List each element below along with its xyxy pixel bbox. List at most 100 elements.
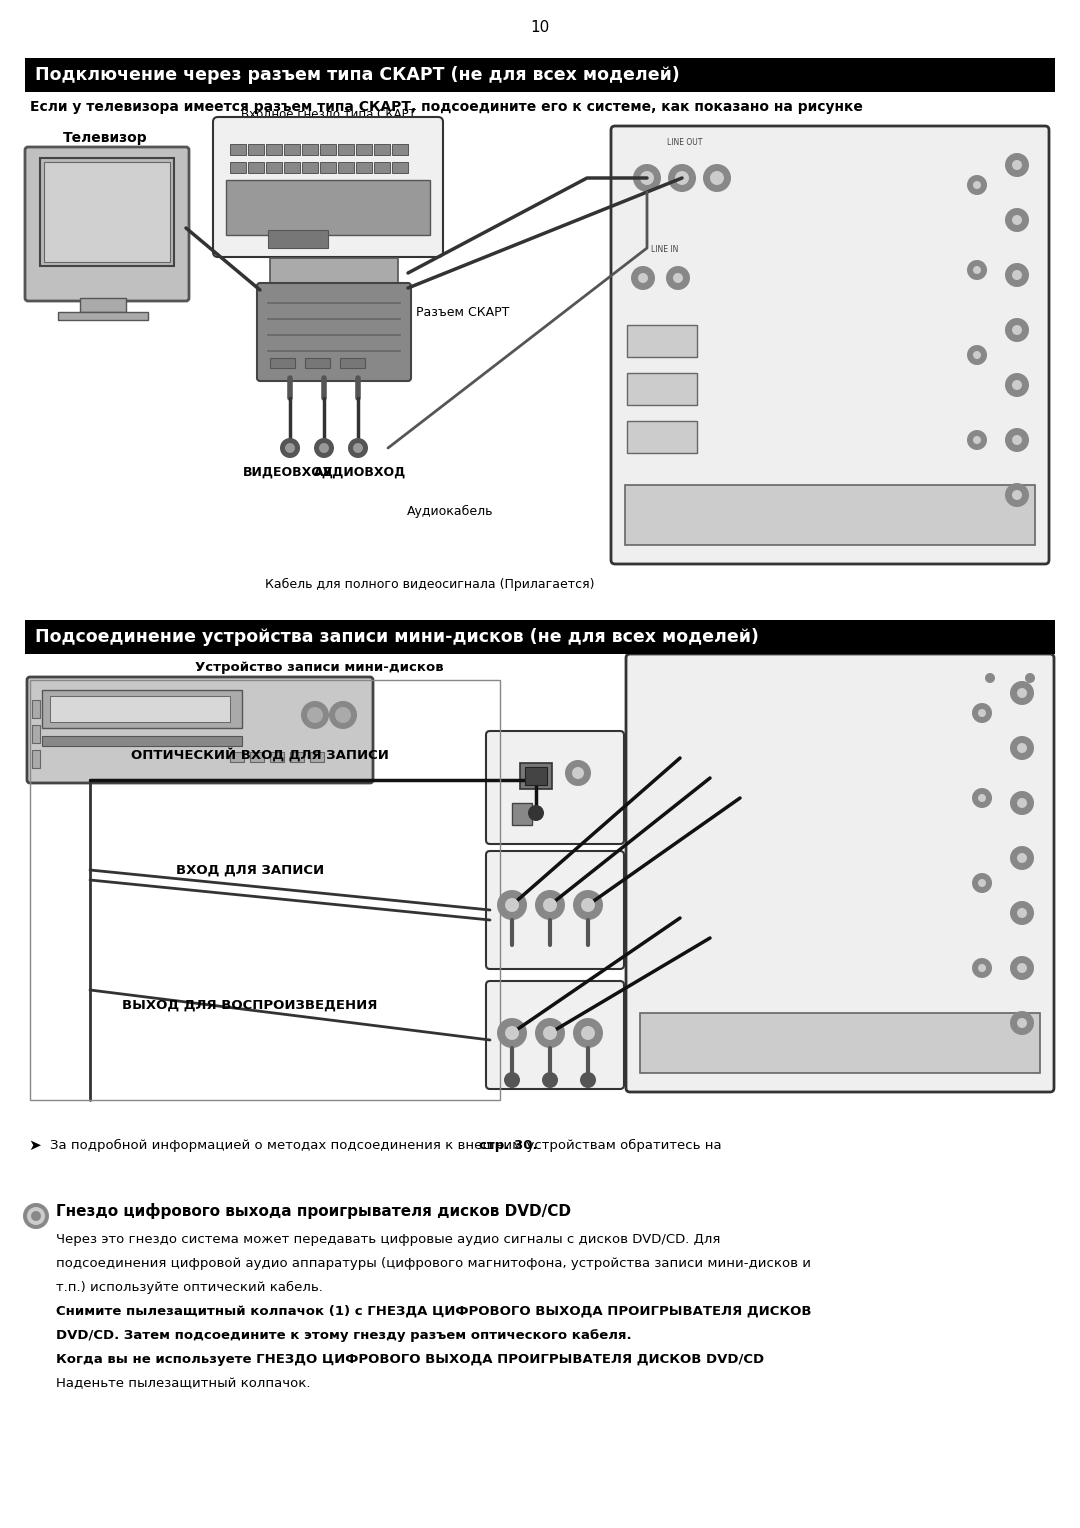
Circle shape xyxy=(978,795,986,802)
Bar xyxy=(320,144,336,154)
Circle shape xyxy=(31,1212,41,1221)
Bar xyxy=(50,695,230,723)
Circle shape xyxy=(319,443,329,452)
Bar xyxy=(230,162,246,173)
Circle shape xyxy=(1012,325,1022,335)
Circle shape xyxy=(985,672,995,683)
Circle shape xyxy=(703,163,731,193)
Bar xyxy=(310,752,324,762)
Bar xyxy=(230,752,244,762)
Circle shape xyxy=(1017,908,1027,918)
Bar xyxy=(42,736,242,746)
Circle shape xyxy=(528,805,544,821)
Circle shape xyxy=(580,1073,596,1088)
Circle shape xyxy=(1012,270,1022,280)
FancyBboxPatch shape xyxy=(486,981,624,1089)
Text: Подсоединение устройства записи мини-дисков (не для всех моделей): Подсоединение устройства записи мини-дис… xyxy=(35,628,759,646)
Circle shape xyxy=(1017,688,1027,698)
Circle shape xyxy=(1012,215,1022,225)
Bar xyxy=(627,422,697,452)
Circle shape xyxy=(1010,736,1034,759)
Bar xyxy=(30,680,500,1100)
Bar xyxy=(270,752,284,762)
Circle shape xyxy=(669,163,696,193)
Bar xyxy=(356,144,372,154)
Bar xyxy=(226,180,430,235)
Bar xyxy=(32,700,40,718)
Circle shape xyxy=(1005,318,1029,342)
Bar xyxy=(302,162,318,173)
Circle shape xyxy=(1010,902,1034,924)
Circle shape xyxy=(640,171,654,185)
Bar xyxy=(291,752,303,762)
Circle shape xyxy=(497,1018,527,1048)
Text: Когда вы не используете ГНЕЗДО ЦИФРОВОГО ВЫХОДА ПРОИГРЫВАТЕЛЯ ДИСКОВ DVD/CD: Когда вы не используете ГНЕЗДО ЦИФРОВОГО… xyxy=(56,1352,765,1366)
Circle shape xyxy=(1005,153,1029,177)
Circle shape xyxy=(1025,672,1035,683)
Bar xyxy=(40,157,174,266)
Text: Наденьте пылезащитный колпачок.: Наденьте пылезащитный колпачок. xyxy=(56,1377,311,1390)
Bar xyxy=(338,144,354,154)
Bar xyxy=(42,691,242,727)
Text: Подключение через разъем типа СКАРТ (не для всех моделей): Подключение через разъем типа СКАРТ (не … xyxy=(35,66,679,84)
Circle shape xyxy=(1010,681,1034,704)
Text: DVD/CD. Затем подсоедините к этому гнезду разъем оптического кабеля.: DVD/CD. Затем подсоедините к этому гнезд… xyxy=(56,1329,632,1342)
Bar xyxy=(392,144,408,154)
Bar xyxy=(230,144,246,154)
Circle shape xyxy=(581,1025,595,1041)
Bar xyxy=(374,162,390,173)
Text: 10: 10 xyxy=(530,20,550,35)
Bar xyxy=(338,162,354,173)
Bar xyxy=(270,258,399,286)
Bar xyxy=(80,298,126,312)
Circle shape xyxy=(27,1207,45,1225)
Text: Кабель для полного видеосигнала (Прилагается): Кабель для полного видеосигнала (Прилага… xyxy=(266,578,595,591)
Circle shape xyxy=(353,443,363,452)
Text: ВИДЕОВХОД: ВИДЕОВХОД xyxy=(243,466,334,478)
Circle shape xyxy=(1012,380,1022,390)
FancyBboxPatch shape xyxy=(25,147,189,301)
Text: Снимите пылезащитный колпачок (1) с ГНЕЗДА ЦИФРОВОГО ВЫХОДА ПРОИГРЫВАТЕЛЯ ДИСКОВ: Снимите пылезащитный колпачок (1) с ГНЕЗ… xyxy=(56,1305,811,1319)
Text: АУДИОВХОД: АУДИОВХОД xyxy=(314,466,406,478)
Circle shape xyxy=(505,898,519,912)
FancyBboxPatch shape xyxy=(626,654,1054,1093)
Circle shape xyxy=(307,707,323,723)
Text: Аудиокабель: Аудиокабель xyxy=(407,504,494,518)
Circle shape xyxy=(285,443,295,452)
FancyBboxPatch shape xyxy=(257,283,411,380)
Circle shape xyxy=(535,889,565,920)
Circle shape xyxy=(972,788,993,808)
Text: Гнездо цифрового выхода проигрывателя дисков DVD/CD: Гнездо цифрового выхода проигрывателя ди… xyxy=(56,1203,571,1219)
Bar xyxy=(302,144,318,154)
Bar xyxy=(249,752,264,762)
Circle shape xyxy=(581,898,595,912)
Bar xyxy=(248,162,264,173)
Bar xyxy=(512,804,532,825)
Circle shape xyxy=(633,163,661,193)
Text: ВХОД ДЛЯ ЗАПИСИ: ВХОД ДЛЯ ЗАПИСИ xyxy=(176,863,324,877)
Circle shape xyxy=(280,439,300,458)
Circle shape xyxy=(973,351,981,359)
Bar xyxy=(284,162,300,173)
Circle shape xyxy=(1010,792,1034,814)
Circle shape xyxy=(1017,743,1027,753)
Circle shape xyxy=(666,266,690,290)
Bar xyxy=(268,231,328,248)
Bar xyxy=(320,162,336,173)
Circle shape xyxy=(1005,263,1029,287)
Circle shape xyxy=(565,759,591,785)
Bar xyxy=(266,144,282,154)
Bar xyxy=(356,162,372,173)
Bar xyxy=(270,358,295,368)
Circle shape xyxy=(638,274,648,283)
Circle shape xyxy=(1005,483,1029,507)
Circle shape xyxy=(572,767,584,779)
Text: ВЫХОД ДЛЯ ВОСПРОИЗВЕДЕНИЯ: ВЫХОД ДЛЯ ВОСПРОИЗВЕДЕНИЯ xyxy=(122,998,378,1012)
Circle shape xyxy=(1017,798,1027,808)
Bar xyxy=(525,767,546,785)
Circle shape xyxy=(505,1025,519,1041)
Circle shape xyxy=(542,1073,558,1088)
Circle shape xyxy=(675,171,689,185)
Text: Разъем СКАРТ: Разъем СКАРТ xyxy=(416,307,510,319)
Bar xyxy=(25,620,1055,654)
